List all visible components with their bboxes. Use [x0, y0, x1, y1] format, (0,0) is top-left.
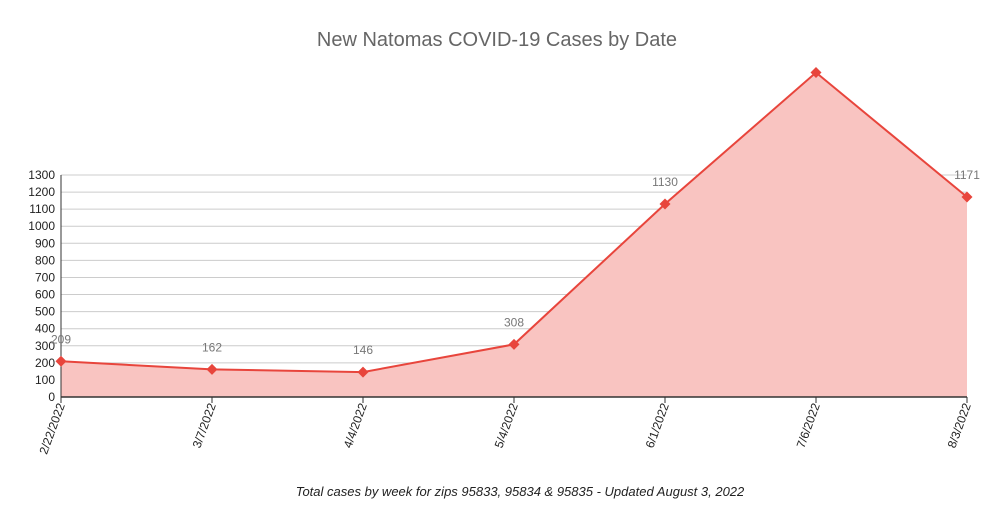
x-axis-ticks: 2/22/2022 3/7/2022 4/4/2022 5/4/2022 6/1/202… — [36, 397, 974, 456]
x-tick-label: 8/3/2022 — [945, 401, 974, 450]
data-markers — [55, 67, 973, 378]
y-tick-label: 600 — [35, 288, 55, 302]
y-tick-label: 100 — [35, 373, 55, 387]
data-label: 1130 — [652, 175, 678, 189]
y-tick-label: 1100 — [29, 202, 55, 216]
y-axis-ticks: 0 100 200 300 400 500 600 700 800 900 1000 1100 1200… — [28, 168, 55, 404]
y-tick-label: 400 — [35, 322, 55, 336]
series-area — [61, 72, 967, 398]
data-label: 162 — [202, 340, 222, 354]
data-label: 308 — [504, 315, 524, 329]
data-point — [508, 338, 520, 350]
x-tick-label: 4/4/2022 — [341, 401, 370, 450]
y-tick-label: 500 — [35, 305, 55, 319]
x-tick-label: 2/22/2022 — [36, 401, 68, 456]
x-tick-label: 5/4/2022 — [492, 401, 521, 450]
x-tick-label: 7/6/2022 — [794, 401, 823, 450]
data-point — [810, 67, 822, 79]
data-label: 1171 — [954, 168, 980, 182]
y-tick-label: 700 — [35, 270, 55, 284]
y-tick-label: 1200 — [28, 185, 55, 199]
data-point — [357, 366, 369, 378]
chart-title: New Natomas COVID-19 Cases by Date — [317, 29, 677, 51]
data-point — [961, 191, 973, 203]
x-tick-label: 6/1/2022 — [643, 401, 672, 450]
data-label: 146 — [353, 343, 373, 357]
y-tick-label: 1300 — [28, 168, 55, 182]
y-tick-label: 1000 — [28, 219, 55, 233]
data-point — [206, 363, 218, 375]
y-tick-label: 300 — [35, 339, 55, 353]
chart-caption: Total cases by week for zips 95833, 9583… — [296, 484, 745, 499]
data-point — [659, 198, 671, 210]
data-label: 209 — [51, 332, 71, 346]
y-tick-label: 800 — [35, 253, 55, 267]
x-tick-label: 3/7/2022 — [190, 401, 219, 450]
y-tick-label: 0 — [48, 390, 55, 404]
y-tick-label: 200 — [35, 356, 55, 370]
data-labels: 209 162 146 308 1130 1171 — [51, 168, 980, 357]
data-point — [55, 355, 67, 367]
y-tick-label: 900 — [35, 236, 55, 250]
